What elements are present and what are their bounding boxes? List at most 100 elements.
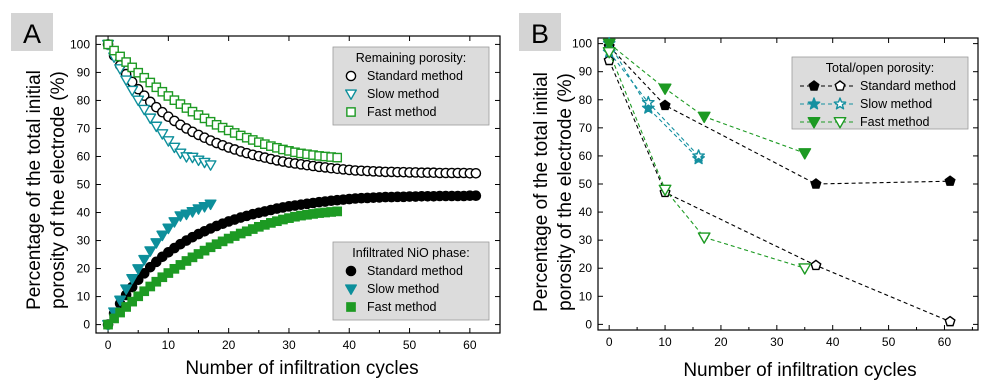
data-point (697, 111, 711, 124)
data-point (162, 223, 175, 235)
legend-marker (345, 265, 357, 277)
data-point (641, 95, 655, 109)
legend-label: Slow method (367, 282, 439, 296)
legend-marker (345, 70, 357, 82)
legend-2: Infiltrated NiO phase: Standard method Slo… (332, 241, 490, 321)
y-tick-label: 80 (77, 93, 91, 107)
legend-label: Fast method (367, 105, 437, 119)
y-tick-label: 100 (572, 37, 592, 51)
data-point (168, 217, 181, 228)
data-point (120, 75, 133, 86)
data-point (180, 209, 193, 221)
panel-a-xlabel: Number of infiltration cycles (185, 358, 418, 379)
series-porosity_fast (103, 39, 343, 163)
x-tick-label: 10 (162, 338, 176, 352)
data-point (602, 47, 616, 59)
x-tick-label: 60 (463, 338, 477, 352)
legend-label: Fast method (860, 115, 930, 129)
legend-marker (345, 284, 357, 295)
legend-1: Remaining porosity: Standard method Slow m… (332, 46, 490, 126)
data-point (156, 230, 169, 242)
legend-title: Total/open porosity: (826, 61, 934, 75)
y-tick-label: 10 (579, 289, 593, 303)
y-tick-label: 40 (579, 205, 593, 219)
data-point (144, 246, 157, 257)
x-tick-label: 20 (222, 338, 236, 352)
legend-label: Fast method (367, 300, 437, 314)
series-line-open_slow (608, 51, 700, 157)
y-tick-label: 0 (83, 318, 90, 332)
data-point (138, 254, 151, 266)
x-tick-label: 60 (938, 335, 952, 349)
data-point (659, 99, 671, 111)
panel-a: A 0 10 20 30 40 50 60 0 10 20 30 40 50 60 70 80 90 100 Rem… (11, 13, 501, 379)
data-point (121, 302, 131, 312)
data-point (133, 67, 144, 78)
legend-marker (345, 89, 357, 100)
data-point (162, 136, 175, 147)
data-point (204, 160, 217, 171)
panel-a-ylabel-line2: porosity of the electrode (%) (48, 71, 69, 309)
x-tick-label: 30 (282, 338, 296, 352)
data-point (109, 313, 119, 324)
panel-a-label-box (11, 13, 53, 51)
series-nio_fast (103, 206, 343, 330)
data-point (692, 149, 705, 162)
legend-marker (346, 302, 356, 312)
data-point (810, 178, 822, 189)
y-tick-label: 50 (77, 178, 91, 192)
data-point (121, 57, 131, 67)
y-tick-label: 20 (77, 262, 91, 276)
data-point (332, 206, 343, 217)
data-point (120, 284, 133, 296)
data-point (156, 129, 169, 140)
data-point (470, 190, 482, 202)
x-tick-label: 0 (606, 335, 613, 349)
data-point (126, 273, 139, 285)
y-tick-label: 70 (579, 121, 593, 135)
data-point (168, 142, 181, 154)
legend-marker (807, 116, 821, 129)
legend-title: Infiltrated NiO phase: (352, 246, 469, 260)
legend-box (332, 241, 490, 321)
series-line-total_standard (608, 46, 951, 185)
data-point (150, 238, 163, 249)
data-point (132, 95, 145, 107)
legend-label: Standard method (860, 79, 956, 93)
series-open_slow (602, 45, 705, 162)
data-point (332, 152, 343, 163)
data-point (127, 62, 138, 73)
data-point (114, 295, 127, 307)
data-point (658, 184, 672, 197)
legend-label: Standard method (367, 264, 463, 278)
x-tick-label: 10 (658, 335, 672, 349)
y-tick-label: 0 (585, 317, 592, 331)
y-tick-label: 30 (77, 234, 91, 248)
y-tick-label: 40 (77, 206, 91, 220)
data-point (798, 263, 812, 275)
series-line-open_fast (608, 51, 805, 269)
data-point (103, 39, 113, 50)
data-point (126, 85, 139, 97)
data-point (132, 264, 145, 275)
series-total_fast (602, 38, 812, 160)
data-point (115, 307, 125, 318)
x-tick-label: 30 (770, 335, 784, 349)
y-tick-label: 30 (579, 233, 593, 247)
data-point (798, 148, 812, 160)
data-point (133, 291, 144, 302)
data-point (114, 64, 127, 75)
legend-marker (346, 107, 356, 117)
data-point (602, 38, 616, 51)
data-point (198, 201, 211, 213)
series-open_fast (602, 47, 812, 275)
panel-b-label-box (519, 13, 561, 51)
legend-marker (834, 80, 846, 91)
y-tick-label: 60 (579, 149, 593, 163)
data-point (944, 175, 956, 186)
x-tick-label: 40 (826, 335, 840, 349)
panel-a-ylabel-line1: Percentage of the total initial (24, 70, 45, 310)
legend-marker (807, 97, 821, 110)
x-tick-label: 20 (714, 335, 728, 349)
